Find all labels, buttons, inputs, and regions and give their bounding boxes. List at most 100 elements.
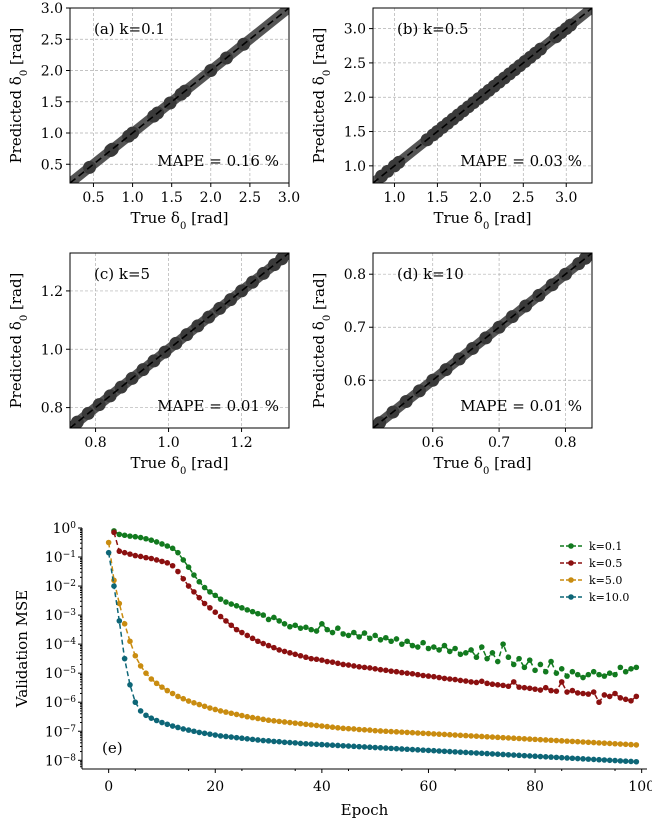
legend-marker [568,560,574,566]
series-point [297,740,304,747]
series-point [441,731,448,738]
y-tick-label: 10−1 [45,550,76,566]
series-point [233,711,240,718]
series-point [351,726,357,732]
series-point [164,721,171,728]
series-point [446,731,453,738]
series-point [180,726,187,732]
series-point [292,622,299,629]
series-point [606,740,613,747]
series-point [116,600,123,607]
series-point [281,739,288,746]
series-point [521,736,528,742]
y-tick-label: 10−3 [45,608,76,624]
series-point [580,674,586,681]
series-point [516,655,522,662]
identity-line [70,8,289,183]
series-point [329,742,336,748]
series-point [148,537,155,543]
series-point [175,724,181,731]
series-point [564,738,570,744]
series-point [478,750,485,757]
y-tick-label: 10−5 [45,666,76,682]
series-point [510,661,517,668]
scatter-panel-1: 1.0 1.5 2.0 2.5 3.0 1.0 1.5 2.0 2.5 3.0 True δ0 [r… [310,7,593,232]
series-point [601,673,608,679]
series-point [239,712,245,719]
series-point [569,668,576,675]
series-point [537,753,544,760]
x-tick-label: 1.0 [121,190,143,206]
series-point [622,758,629,764]
series-point [319,621,325,627]
series-point [612,671,618,678]
x-tick-label: 0.8 [554,435,576,451]
y-tick-label: 1.0 [41,126,63,142]
series-point [287,719,293,726]
series-point [367,665,373,671]
series-point [537,687,544,693]
series-point [494,681,501,688]
mape-annotation: MAPE = 0.01 % [460,397,582,415]
series-point [452,676,458,683]
series-point [558,754,565,761]
series-point [548,658,554,665]
series-point [500,751,506,758]
series-point [564,755,570,761]
series-point [207,589,213,595]
series-point [319,657,325,663]
series-point [297,625,304,631]
y-axis-label: Predicted δ0 [rad] [310,273,333,409]
series-point [105,539,112,546]
series-point [436,674,442,681]
y-tick-label: 1.5 [344,125,366,141]
series-point [383,728,389,735]
series-point [137,663,144,669]
series-point [175,549,181,556]
series-point [244,632,251,639]
series-point [532,736,538,743]
series-point [601,692,608,698]
series-point [313,722,320,729]
series-point [217,596,224,602]
series-point [505,654,512,661]
series-point [367,744,373,751]
series-point [292,740,299,746]
series-point [377,636,384,643]
series-point [260,716,267,723]
series-point [223,599,229,605]
series-point [249,635,256,642]
series-point [212,609,219,616]
series-point [127,681,133,688]
series-point [303,721,309,728]
identity-line [373,8,592,183]
series-point [228,622,235,629]
series-point [249,714,256,721]
series-point [111,529,117,536]
series-point [388,745,394,752]
series-point [622,741,629,748]
series-point [175,568,181,575]
series-point [377,745,384,751]
series-point [526,685,533,692]
series-k=5.0 [105,539,640,748]
series-point [553,754,560,761]
series-point [137,534,144,541]
series-point [271,614,277,621]
series-point [281,648,288,655]
series-point [153,680,160,687]
series-point [201,584,208,591]
series-point [223,709,229,715]
series-point [558,679,565,685]
series-point [265,738,272,744]
series-point [281,621,288,627]
legend-marker [568,594,574,600]
series-point [239,605,245,611]
y-tick-label: 0.5 [41,157,63,173]
y-tick-label: 1.0 [344,159,366,175]
series-point [351,663,357,669]
series-point [574,738,581,745]
series-point [420,730,426,737]
y-tick-label: 10−6 [45,695,76,711]
